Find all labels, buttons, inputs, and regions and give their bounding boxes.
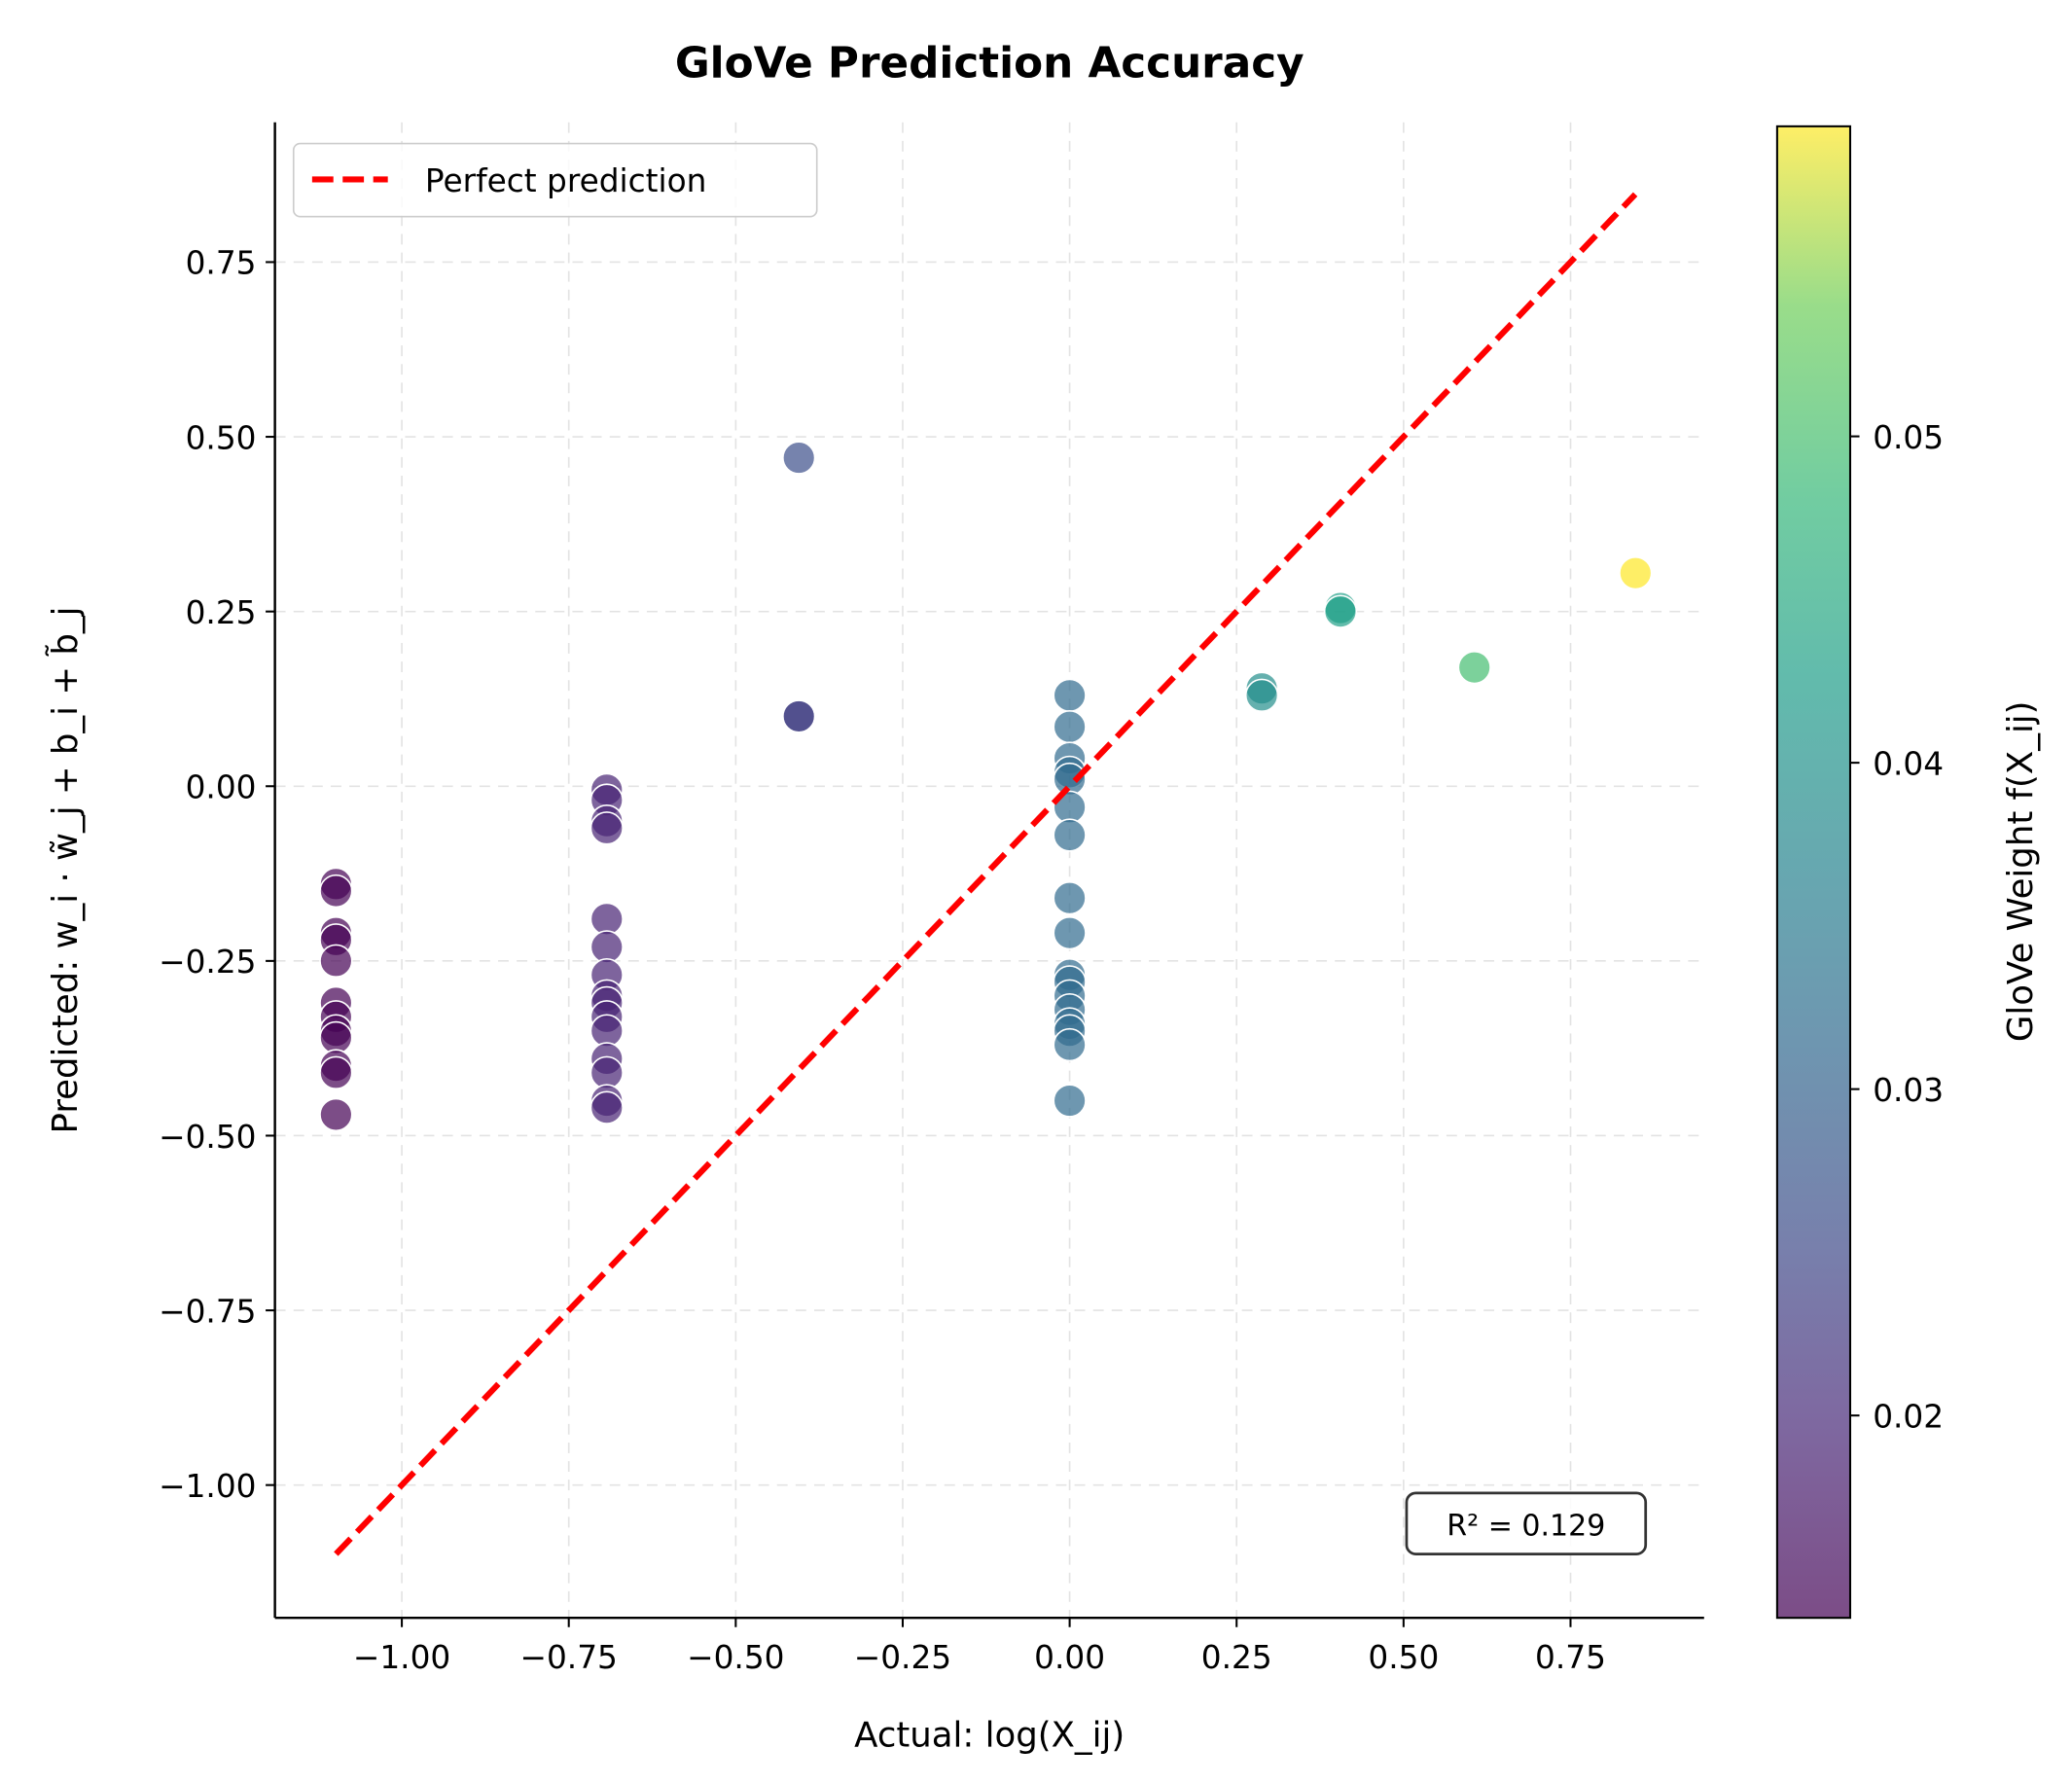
colorbar-tick-label: 0.02 — [1873, 1398, 1944, 1435]
r-squared-text: R² = 0.129 — [1447, 1510, 1605, 1544]
x-tick-label: −0.50 — [687, 1639, 784, 1676]
data-point — [589, 930, 624, 964]
x-tick-label: 0.50 — [1368, 1639, 1439, 1676]
y-tick-label: −0.75 — [159, 1293, 256, 1330]
data-point — [319, 944, 353, 979]
x-axis-label: Actual: log(X_ij) — [854, 1716, 1125, 1756]
data-point — [589, 1090, 624, 1124]
data-point — [589, 811, 624, 845]
data-point — [589, 1014, 624, 1048]
legend-label: Perfect prediction — [425, 162, 706, 199]
colorbar-tick-label: 0.03 — [1873, 1072, 1944, 1109]
grid — [274, 122, 1704, 1619]
y-tick-label: 0.00 — [186, 769, 257, 806]
y-tick-label: −1.00 — [159, 1468, 256, 1505]
data-point — [1053, 881, 1087, 915]
colorbar: 0.02 0.03 0.04 0.05 GloVe Weight f(X_ij) — [1775, 125, 2041, 1620]
data-point — [319, 1055, 353, 1090]
axes: −1.00 −1.00 −0.75 −0.75 −0.50 −0.50 −0.25 −0.25… — [159, 122, 1704, 1676]
y-tick-label: 0.50 — [186, 419, 257, 456]
data-point — [1053, 915, 1087, 950]
colorbar-tick-label: 0.04 — [1873, 745, 1944, 782]
data-point — [589, 902, 624, 936]
x-tick-label: 0.25 — [1201, 1639, 1272, 1676]
y-tick-label: −0.50 — [159, 1119, 256, 1156]
colorbar-label: GloVe Weight f(X_ij) — [2001, 700, 2041, 1042]
data-points — [319, 441, 1653, 1132]
y-axis-label: Predicted: w_i · w̃_j + b_i + b̃_j — [46, 606, 86, 1133]
chart-title: GloVe Prediction Accuracy — [675, 38, 1304, 88]
x-tick-label: −1.00 — [353, 1639, 450, 1676]
data-point — [319, 1097, 353, 1132]
data-point — [1053, 1084, 1087, 1118]
y-tick-label: 0.75 — [186, 245, 257, 282]
x-tick-label: 0.75 — [1535, 1639, 1606, 1676]
data-point — [1323, 594, 1358, 628]
data-point — [1457, 650, 1491, 685]
data-point — [1053, 678, 1087, 713]
data-point — [1053, 1027, 1087, 1062]
legend: Perfect prediction — [292, 142, 818, 218]
data-point — [782, 441, 816, 475]
data-point — [1619, 555, 1653, 590]
data-point — [319, 874, 353, 909]
data-point — [782, 699, 816, 733]
data-point — [1053, 818, 1087, 852]
data-point — [319, 1020, 353, 1055]
data-point — [1053, 709, 1087, 744]
x-tick-label: −0.75 — [520, 1639, 618, 1676]
y-tick-label: 0.25 — [186, 594, 257, 631]
x-tick-label: 0.00 — [1034, 1639, 1105, 1676]
colorbar-tick-label: 0.05 — [1873, 419, 1944, 456]
data-point — [589, 1055, 624, 1090]
perfect-prediction-line — [334, 192, 1638, 1556]
x-tick-label: −0.25 — [854, 1639, 951, 1676]
y-tick-label: −0.25 — [159, 944, 256, 981]
data-point — [1244, 678, 1279, 713]
r-squared-annotation: R² = 0.129 — [1405, 1491, 1648, 1556]
